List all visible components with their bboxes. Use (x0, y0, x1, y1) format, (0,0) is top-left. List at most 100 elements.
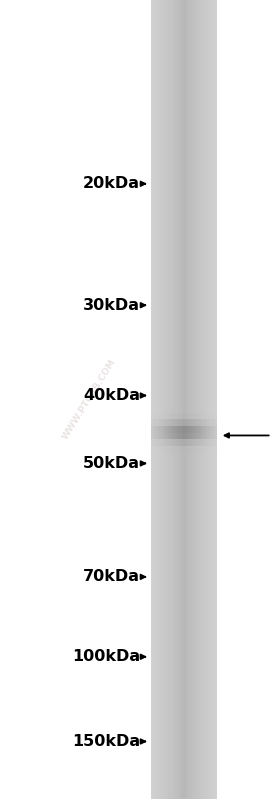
Bar (177, 74, 178, 80)
Bar (189, 0, 190, 799)
Bar (196, 626, 197, 633)
Bar (171, 366, 172, 373)
Bar (169, 745, 170, 753)
Bar (170, 673, 171, 679)
Bar (210, 6, 211, 14)
Bar (192, 26, 193, 34)
Bar (215, 286, 216, 293)
Bar (211, 86, 212, 93)
Bar (169, 679, 170, 686)
Bar (213, 126, 214, 133)
Bar (200, 313, 201, 320)
Bar (192, 220, 193, 226)
Bar (183, 160, 184, 166)
Bar (155, 513, 156, 519)
Bar (211, 93, 212, 100)
Bar (202, 153, 203, 160)
Bar (176, 539, 177, 546)
Bar (167, 759, 168, 765)
Bar (160, 366, 161, 373)
Bar (198, 86, 199, 93)
Bar (190, 753, 191, 759)
Bar (186, 519, 187, 526)
Bar (184, 619, 185, 626)
Bar (212, 693, 213, 699)
Bar (178, 573, 179, 579)
Bar (179, 673, 180, 679)
Bar (181, 113, 182, 120)
Bar (156, 373, 157, 380)
Bar (211, 586, 212, 593)
Bar (172, 546, 173, 553)
Bar (175, 493, 176, 499)
Bar (177, 793, 178, 799)
Bar (164, 253, 165, 260)
Bar (175, 153, 176, 160)
Bar (171, 266, 172, 273)
Bar (173, 186, 174, 193)
Bar (156, 100, 157, 106)
Bar (188, 719, 189, 725)
Bar (185, 173, 186, 180)
Bar (206, 253, 207, 260)
Bar (194, 406, 195, 413)
Bar (155, 353, 156, 360)
Bar (202, 486, 203, 493)
Bar (194, 220, 195, 226)
Bar (212, 286, 213, 293)
Bar (162, 393, 163, 400)
Bar (151, 14, 152, 20)
Bar (187, 346, 188, 353)
Bar (192, 0, 193, 799)
Bar (216, 539, 217, 546)
Bar (157, 613, 158, 619)
Bar (163, 773, 164, 779)
Bar (197, 320, 198, 326)
Bar (187, 220, 188, 226)
Bar (184, 519, 185, 526)
Bar (171, 793, 172, 799)
Bar (158, 506, 159, 513)
Bar (173, 419, 174, 426)
Bar (158, 559, 159, 566)
Bar (168, 593, 169, 599)
Bar (158, 173, 159, 180)
Bar (162, 419, 163, 426)
Bar (153, 393, 154, 400)
Bar (178, 606, 179, 613)
Bar (166, 300, 167, 306)
Bar (183, 140, 184, 146)
Bar (216, 733, 217, 739)
Bar (189, 393, 190, 400)
Bar (153, 439, 154, 446)
Bar (181, 240, 182, 246)
Bar (151, 686, 152, 693)
Bar (209, 100, 210, 106)
Bar (200, 739, 201, 745)
Bar (182, 320, 183, 326)
Bar (177, 386, 178, 393)
Bar (189, 46, 190, 54)
Bar (212, 479, 213, 486)
Bar (169, 566, 170, 573)
Bar (197, 493, 198, 499)
Bar (151, 333, 152, 340)
Bar (172, 153, 173, 160)
Bar (188, 120, 189, 126)
Bar (159, 93, 160, 100)
Bar (156, 393, 157, 400)
Bar (176, 513, 177, 519)
Bar (191, 273, 192, 280)
Bar (181, 606, 182, 613)
Bar (214, 213, 215, 220)
Bar (181, 593, 182, 599)
Bar (169, 613, 170, 619)
Bar (177, 673, 178, 679)
Bar (201, 293, 202, 300)
Bar (161, 666, 162, 673)
Bar (155, 46, 156, 54)
Bar (194, 280, 195, 286)
Bar (194, 673, 195, 679)
Bar (159, 0, 160, 799)
Bar (206, 593, 207, 599)
